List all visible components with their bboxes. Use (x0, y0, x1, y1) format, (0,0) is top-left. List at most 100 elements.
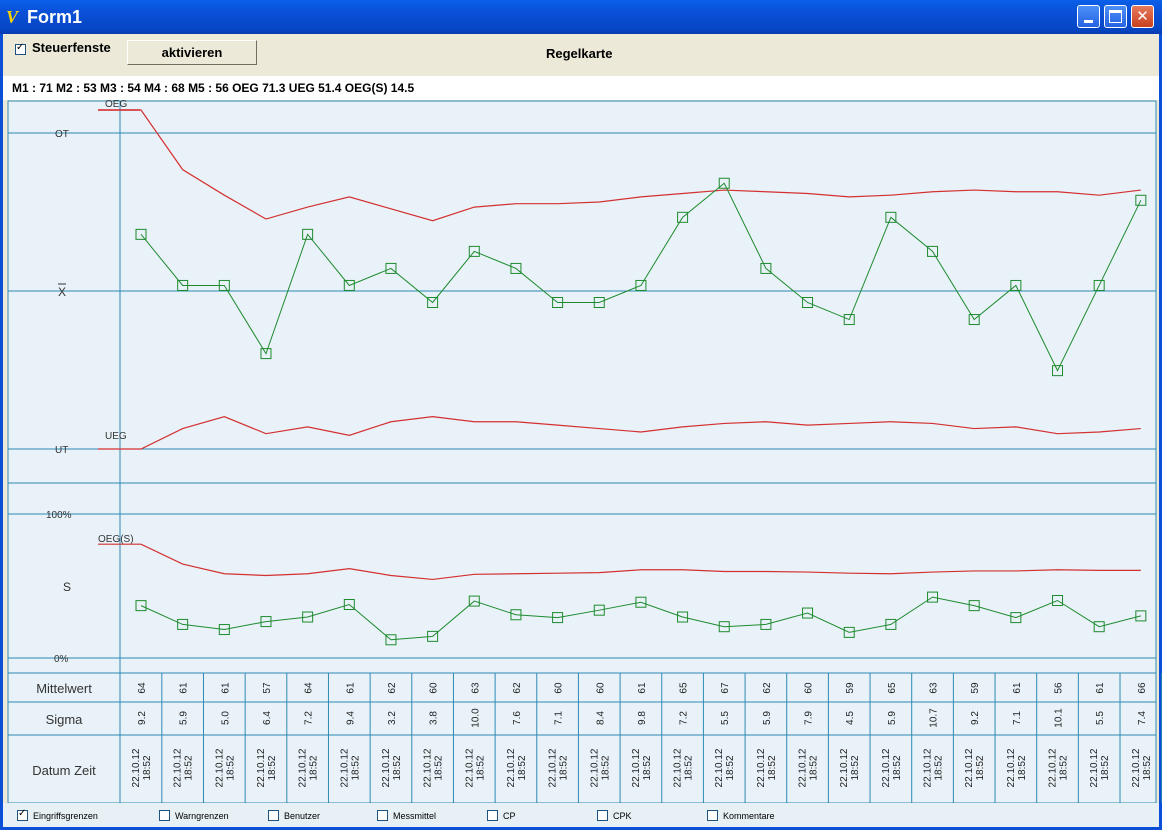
zeit-cell: 18:52 (767, 755, 778, 780)
datum-cell: 22.10.12 (131, 748, 142, 787)
zeit-cell: 18:52 (725, 755, 736, 780)
xbar-label: X (58, 285, 66, 299)
sigma-point (1093, 621, 1105, 633)
sigma-point (718, 621, 730, 633)
sigma-point (510, 609, 522, 621)
activate-button[interactable]: aktivieren (127, 40, 257, 65)
mittelwert-cell: 60 (554, 682, 565, 694)
sigma-cell: 7.9 (804, 711, 815, 725)
option-label-cpk: CPK (613, 811, 632, 821)
sigma-cell: 7.1 (554, 711, 565, 725)
sigma-point (968, 600, 980, 612)
datum-cell: 22.10.12 (548, 748, 559, 787)
mittelwert-cell: 60 (804, 682, 815, 694)
mittelwert-cell: 67 (720, 682, 731, 694)
ut-label: UT (55, 445, 68, 456)
mittelwert-cell: 61 (220, 682, 231, 694)
zeit-cell: 18:52 (517, 755, 528, 780)
mittelwert-cell: 65 (887, 682, 898, 694)
sigma-point (1135, 610, 1147, 622)
sigma-cell: 7.2 (679, 711, 690, 725)
close-icon: ✕ (1136, 7, 1149, 25)
mean-point (593, 296, 605, 308)
zeit-cell: 18:52 (600, 755, 611, 780)
sigma-cell: 5.9 (179, 711, 190, 725)
datum-cell: 22.10.12 (589, 748, 600, 787)
app-logo-icon: V (6, 7, 19, 27)
mean-point (1052, 365, 1064, 377)
mean-point (843, 314, 855, 326)
sigma-cell: 9.2 (970, 711, 981, 725)
mittelwert-cell: 61 (179, 682, 190, 694)
ot-label: OT (55, 129, 69, 140)
sigma-point (302, 611, 314, 623)
option-checkbox-benutzer[interactable] (268, 810, 279, 821)
datum-cell: 22.10.12 (631, 748, 642, 787)
sigma-cell: 8.4 (595, 711, 606, 725)
zeit-cell: 18:52 (184, 755, 195, 780)
mean-point (218, 279, 230, 291)
zeit-cell: 18:52 (309, 755, 320, 780)
zeit-cell: 18:52 (1142, 755, 1153, 780)
ueg-label: UEG (105, 431, 127, 442)
datum-cell: 22.10.12 (714, 748, 725, 787)
sigma-point (177, 618, 189, 630)
minimize-button[interactable] (1077, 5, 1100, 28)
sigma-upper-limit-line (98, 543, 1141, 581)
mean-point (427, 296, 439, 308)
mittelwert-cell: 60 (595, 682, 606, 694)
sigma-cell: 9.2 (137, 711, 148, 725)
datum-cell: 22.10.12 (298, 748, 309, 787)
close-button[interactable]: ✕ (1131, 5, 1154, 28)
option-checkbox-kommentare[interactable] (707, 810, 718, 821)
sigma-cell: 5.5 (720, 711, 731, 725)
percent-100-label: 100% (46, 510, 72, 521)
mean-point (1135, 194, 1147, 206)
datum-cell: 22.10.12 (464, 748, 475, 787)
steuerfenster-checkbox[interactable] (15, 42, 26, 55)
datum-cell: 22.10.12 (798, 748, 809, 787)
window-frame-left (0, 34, 3, 830)
datum-cell: 22.10.12 (1131, 748, 1142, 787)
option-checkbox-warngrenzen[interactable] (159, 810, 170, 821)
zeit-cell: 18:52 (392, 755, 403, 780)
datum-cell: 22.10.12 (506, 748, 517, 787)
datum-cell: 22.10.12 (423, 748, 434, 787)
mean-point (760, 262, 772, 274)
option-checkbox-cpk[interactable] (597, 810, 608, 821)
oeg-label: OEG (105, 99, 127, 110)
datum-cell: 22.10.12 (1006, 748, 1017, 787)
toolbar: Steuerfenste aktivieren Regelkarte (3, 34, 1159, 74)
sigma-point (427, 630, 439, 642)
zeit-cell: 18:52 (142, 755, 153, 780)
chart-title: Regelkarte (546, 46, 613, 61)
window-frame-right (1159, 34, 1162, 830)
zeit-cell: 18:52 (1059, 755, 1070, 780)
zeit-cell: 18:52 (934, 755, 945, 780)
option-label-kommentare: Kommentare (723, 811, 775, 821)
sigma-point (802, 607, 814, 619)
datum-cell: 22.10.12 (756, 748, 767, 787)
mittelwert-cell: 61 (1012, 682, 1023, 694)
zeit-cell: 18:52 (892, 755, 903, 780)
maximize-button[interactable] (1104, 5, 1127, 28)
title-bar: V Form1 ✕ (0, 0, 1162, 34)
zeit-cell: 18:52 (642, 755, 653, 780)
option-checkbox-messmittel[interactable] (377, 810, 388, 821)
option-checkbox-cp[interactable] (487, 810, 498, 821)
sigma-series-line (140, 596, 1141, 641)
mittelwert-cell: 62 (387, 682, 398, 694)
mean-point (343, 279, 355, 291)
zeit-cell: 18:52 (434, 755, 445, 780)
datum-cell: 22.10.12 (1048, 748, 1059, 787)
sigma-point (1010, 612, 1022, 624)
mean-point (302, 228, 314, 240)
mittelwert-cell: 64 (137, 682, 148, 694)
mittelwert-cell: 65 (679, 682, 690, 694)
mittelwert-cell: 63 (929, 682, 940, 694)
window-frame-bottom (0, 827, 1162, 830)
mittelwert-cell: 62 (762, 682, 773, 694)
mittelwert-cell: 66 (1137, 682, 1148, 694)
option-checkbox-eingriffsgrenzen[interactable] (17, 808, 28, 821)
datum-cell: 22.10.12 (839, 748, 850, 787)
